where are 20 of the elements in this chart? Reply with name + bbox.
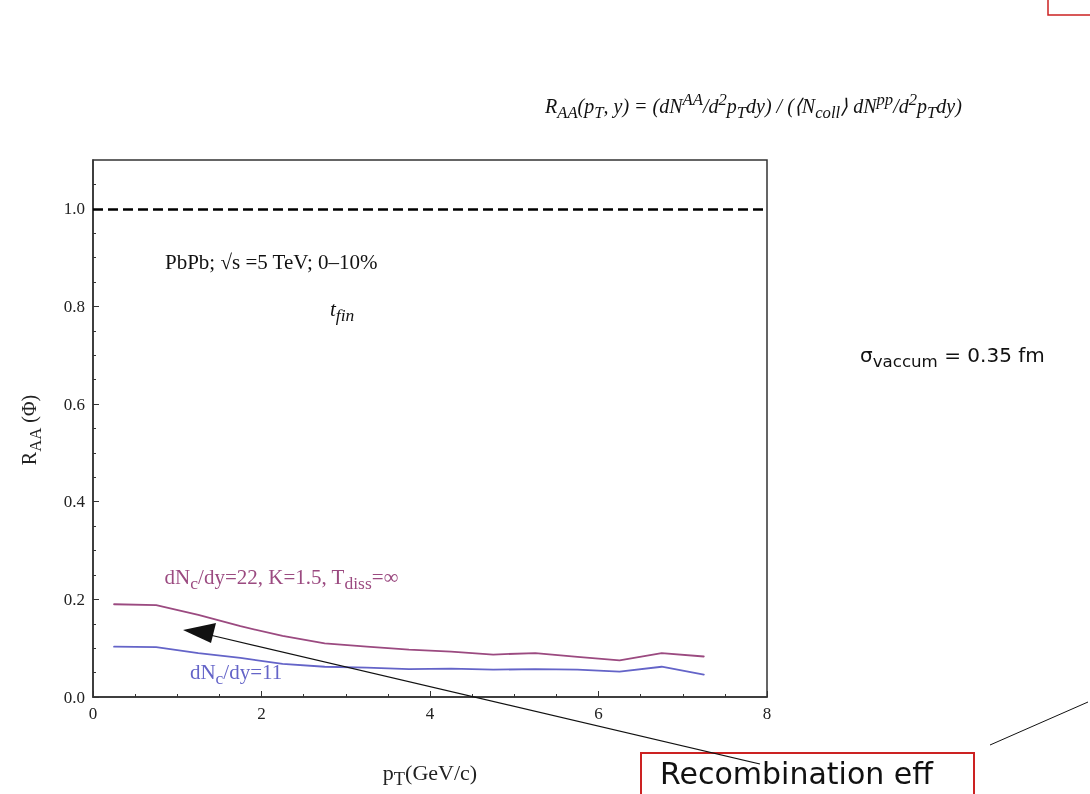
x-tick-label: 6	[594, 704, 603, 723]
text: Recombination eff	[640, 752, 975, 794]
y-tick-label: 0.0	[63, 687, 85, 707]
annotation: PbPb; √s =5 TeV; 0–10%	[165, 250, 378, 275]
y-tick-label: 1.0	[63, 199, 85, 219]
x-tick-label: 2	[257, 704, 266, 723]
text: σ$_{vaccum}$ = 0.35 fm	[860, 343, 1045, 371]
series-label: dN$_{c}$/dy=11	[189, 660, 283, 690]
x-tick-label: 0	[88, 704, 98, 723]
y-tick-label: 0.6	[63, 394, 85, 414]
x-axis-title: p$_{T}$(GeV/c)	[382, 760, 478, 790]
x-tick-label: 8	[762, 704, 772, 723]
y-tick-label: 0.2	[63, 589, 85, 609]
line-series	[113, 603, 705, 662]
y-tick-label: 0.8	[63, 296, 85, 316]
x-tick-label: 4	[425, 704, 435, 723]
series-label: dN$_{c}$/dy=22, K=1.5, T$_{diss}$=∞	[164, 565, 399, 595]
text: R$_{AA}$(p$_{T}$, y) = (dN$^{AA}$/d$^{2}$p$_{T}$dy) / (⟨N$_{coll}$⟩ dN$^{pp}$/d$^{2}$p$_{T}$dy)	[545, 90, 962, 122]
y-tick-label: 0.4	[63, 492, 86, 512]
annotation: t$_{fin}$	[330, 297, 355, 327]
